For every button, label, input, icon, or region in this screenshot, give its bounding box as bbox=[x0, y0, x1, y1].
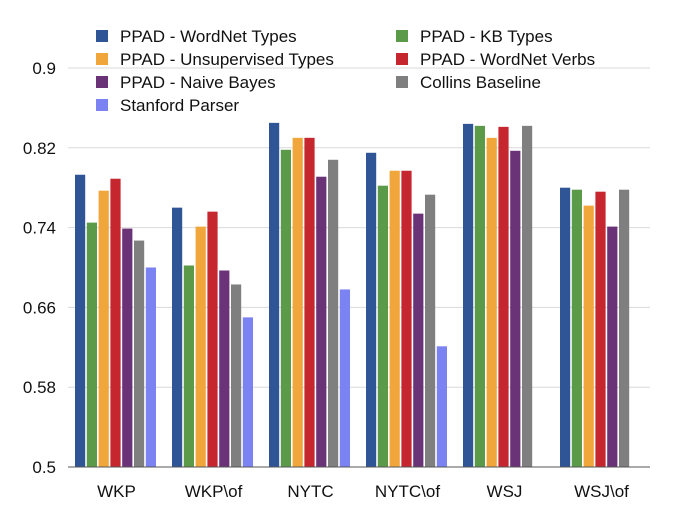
legend-label-ppad-kb-types: PPAD - KB Types bbox=[420, 27, 553, 46]
y-tick-label: 0.74 bbox=[23, 219, 56, 238]
legend-swatch-ppad-naive-bayes bbox=[96, 76, 108, 88]
y-tick-label: 0.82 bbox=[23, 139, 56, 158]
y-tick-label: 0.58 bbox=[23, 378, 56, 397]
bar-ppad-naive-bayes-nytc bbox=[316, 176, 327, 468]
bar-ppad-naive-bayes-wkp-of bbox=[219, 270, 230, 467]
bar-ppad-unsupervised-types-wkp-of bbox=[195, 226, 206, 467]
bar-ppad-wordnet-verbs-nytc-of bbox=[401, 170, 412, 467]
bar-ppad-unsupervised-types-wkp bbox=[98, 190, 109, 467]
legend-label-ppad-wordnet-types: PPAD - WordNet Types bbox=[120, 27, 297, 46]
gridlines bbox=[68, 67, 650, 388]
x-tick-label: WSJ bbox=[487, 482, 523, 501]
legend-swatch-ppad-wordnet-verbs bbox=[396, 53, 408, 65]
bar-ppad-unsupervised-types-nytc-of bbox=[389, 170, 400, 467]
legend-label-collins-baseline: Collins Baseline bbox=[420, 73, 541, 92]
bar-collins-baseline-wkp bbox=[134, 240, 145, 467]
bar-ppad-kb-types-nytc-of bbox=[377, 185, 388, 467]
x-tick-label: NYTC bbox=[287, 482, 333, 501]
x-tick-label: WKP\of bbox=[185, 482, 243, 501]
y-tick-label: 0.9 bbox=[32, 59, 56, 78]
legend-swatch-ppad-wordnet-types bbox=[96, 30, 108, 42]
bar-ppad-kb-types-nytc bbox=[280, 149, 291, 468]
bar-ppad-kb-types-wsj bbox=[474, 125, 485, 467]
legend: PPAD - WordNet Types PPAD - Unsupervised … bbox=[96, 27, 595, 115]
bar-ppad-unsupervised-types-nytc bbox=[292, 137, 303, 467]
legend-swatch-collins-baseline bbox=[396, 76, 408, 88]
legend-label-ppad-unsupervised-types: PPAD - Unsupervised Types bbox=[120, 50, 334, 69]
bar-ppad-kb-types-wsj-of bbox=[571, 189, 582, 467]
bar-ppad-wordnet-types-nytc bbox=[269, 122, 280, 468]
axes: 0.5 0.58 0.66 0.74 0.82 0.9 WKP WKP\of NYTC NYTC\… bbox=[23, 59, 650, 501]
bar-ppad-wordnet-types-wsj bbox=[463, 123, 474, 468]
legend-swatch-ppad-kb-types bbox=[396, 30, 408, 42]
legend-label-ppad-wordnet-verbs: PPAD - WordNet Verbs bbox=[420, 50, 595, 69]
legend-swatch-stanford-parser bbox=[96, 99, 108, 111]
bar-ppad-wordnet-verbs-wkp bbox=[110, 178, 121, 467]
legend-swatch-ppad-unsupervised-types bbox=[96, 53, 108, 65]
bar-collins-baseline-wsj-of bbox=[619, 189, 630, 467]
bar-ppad-wordnet-types-nytc-of bbox=[366, 152, 377, 467]
bar-ppad-naive-bayes-wsj bbox=[510, 150, 521, 468]
bars bbox=[75, 122, 630, 468]
y-tick-label: 0.66 bbox=[23, 298, 56, 317]
bar-ppad-wordnet-types-wsj-of bbox=[560, 187, 571, 467]
bar-ppad-wordnet-verbs-wsj-of bbox=[595, 191, 606, 467]
bar-collins-baseline-nytc bbox=[328, 159, 339, 467]
bar-ppad-wordnet-types-wkp bbox=[75, 174, 86, 468]
bar-ppad-unsupervised-types-wsj bbox=[486, 137, 497, 467]
x-tick-label: NYTC\of bbox=[375, 482, 440, 501]
x-tick-label: WSJ\of bbox=[574, 482, 629, 501]
bar-ppad-kb-types-wkp-of bbox=[183, 265, 194, 467]
bar-ppad-unsupervised-types-wsj-of bbox=[583, 205, 594, 467]
x-tick-label: WKP bbox=[97, 482, 136, 501]
bar-ppad-naive-bayes-nytc-of bbox=[413, 213, 424, 467]
y-tick-label: 0.5 bbox=[32, 458, 56, 477]
bar-ppad-wordnet-verbs-nytc bbox=[304, 137, 315, 467]
bar-ppad-naive-bayes-wkp bbox=[122, 228, 133, 467]
bar-ppad-kb-types-wkp bbox=[86, 222, 97, 467]
bar-stanford-parser-wkp bbox=[145, 267, 156, 467]
bar-collins-baseline-wkp-of bbox=[231, 284, 242, 467]
legend-label-ppad-naive-bayes: PPAD - Naive Bayes bbox=[120, 73, 276, 92]
bar-stanford-parser-nytc-of bbox=[436, 346, 447, 467]
bar-collins-baseline-nytc-of bbox=[425, 194, 436, 467]
bar-ppad-naive-bayes-wsj-of bbox=[607, 226, 618, 467]
bar-stanford-parser-nytc bbox=[339, 289, 350, 467]
bar-stanford-parser-wkp-of bbox=[242, 317, 253, 467]
bar-collins-baseline-wsj bbox=[522, 125, 533, 467]
legend-label-stanford-parser: Stanford Parser bbox=[120, 96, 239, 115]
bar-ppad-wordnet-types-wkp-of bbox=[172, 207, 183, 467]
bar-ppad-wordnet-verbs-wsj bbox=[498, 126, 509, 467]
bar-ppad-wordnet-verbs-wkp-of bbox=[207, 211, 218, 467]
